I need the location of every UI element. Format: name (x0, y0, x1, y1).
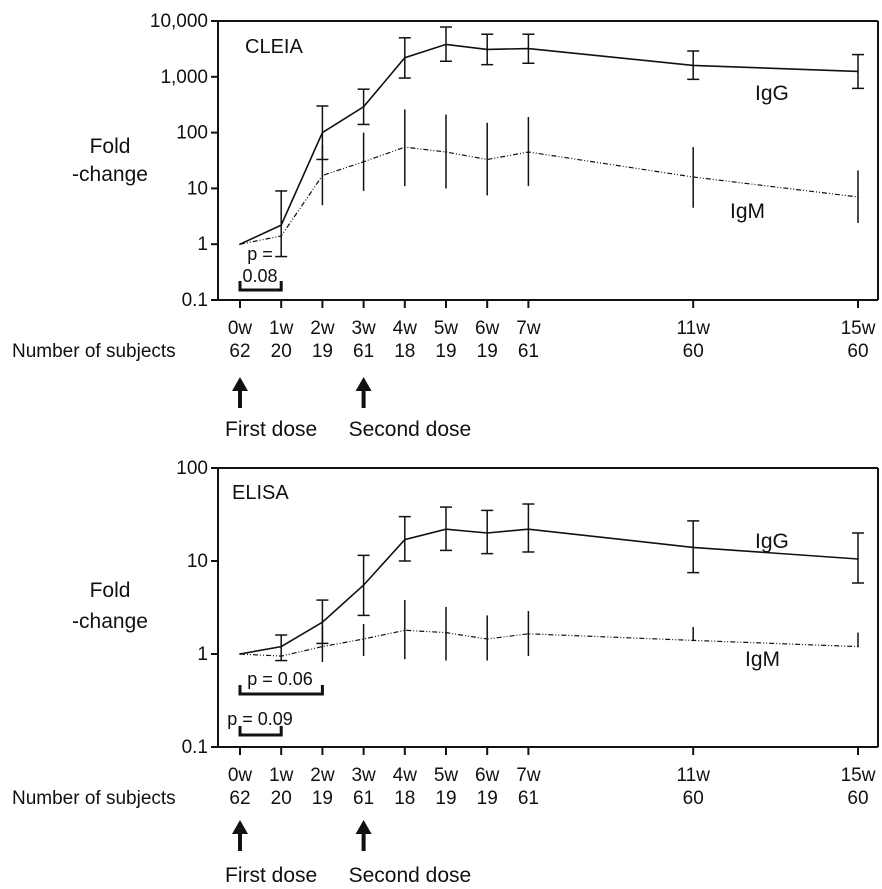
x-tick-label: 5w (434, 765, 459, 786)
data-point-igm (239, 653, 241, 655)
subjects-row-label: Number of subjects (12, 341, 176, 362)
y-tick-label: 100 (176, 458, 208, 479)
series-label-igg: IgG (755, 82, 789, 105)
subject-count: 60 (683, 341, 704, 362)
y-axis-label: -change (72, 610, 148, 633)
dose-label: First dose (225, 864, 317, 887)
x-tick-label: 15w (841, 765, 876, 786)
subject-count: 19 (477, 788, 498, 809)
chart-panel-cleia: 0.11101001,00010,0000w621w202w193w614w18… (12, 11, 879, 441)
x-tick-label: 1w (269, 318, 294, 339)
subject-count: 19 (435, 341, 456, 362)
x-tick-label: 3w (351, 318, 376, 339)
y-axis-label: Fold (90, 579, 131, 602)
p-value-bracket (238, 726, 283, 737)
subject-count: 61 (353, 341, 374, 362)
subject-count: 19 (435, 788, 456, 809)
subject-count: 62 (229, 341, 250, 362)
data-point-igm (280, 235, 283, 237)
y-tick-label: 10 (187, 551, 208, 572)
data-point-igm (239, 243, 241, 245)
p-value-bracket (238, 685, 324, 696)
x-tick-label: 0w (228, 318, 253, 339)
x-tick-label: 7w (516, 765, 541, 786)
x-tick-label: 11w (676, 765, 710, 786)
y-tick-label: 1 (197, 234, 208, 255)
dose-label: Second dose (349, 864, 472, 887)
subject-count: 61 (518, 788, 539, 809)
x-tick-label: 2w (310, 765, 335, 786)
x-tick-label: 6w (475, 318, 500, 339)
dose-arrow-head (232, 377, 248, 391)
x-tick-label: 15w (841, 318, 876, 339)
subject-count: 61 (353, 788, 374, 809)
p-value-label: 0.08 (242, 266, 277, 286)
p-value-label: p = (247, 244, 273, 264)
subject-count: 61 (518, 341, 539, 362)
y-tick-label: 10 (187, 178, 208, 199)
series-label-igg: IgG (755, 530, 789, 553)
x-tick-label: 0w (228, 765, 253, 786)
subject-count: 19 (312, 788, 333, 809)
x-tick-label: 6w (475, 765, 500, 786)
x-tick-label: 7w (516, 318, 541, 339)
p-value-label: p = 0.09 (227, 709, 293, 729)
subject-count: 18 (394, 788, 415, 809)
y-tick-label: 0.1 (182, 737, 208, 758)
x-tick-label: 5w (434, 318, 459, 339)
p-value-label: p = 0.06 (247, 669, 313, 689)
dose-arrow-head (355, 820, 372, 834)
subject-count: 60 (847, 341, 868, 362)
x-tick-label: 11w (676, 318, 710, 339)
y-axis-label: -change (72, 163, 148, 186)
y-tick-label: 10,000 (150, 11, 208, 32)
series-line-igg (239, 528, 859, 655)
subject-count: 60 (847, 788, 868, 809)
data-point-igm (280, 655, 283, 657)
y-tick-label: 1 (197, 644, 208, 665)
x-tick-label: 2w (310, 318, 335, 339)
chart-title: ELISA (232, 482, 289, 504)
p-value-bracket (238, 281, 283, 292)
subject-count: 18 (394, 341, 415, 362)
y-axis-label: Fold (90, 135, 131, 158)
dose-arrow-head (355, 377, 372, 391)
y-tick-label: 1,000 (160, 67, 208, 88)
subject-count: 62 (229, 788, 250, 809)
subject-count: 60 (683, 788, 704, 809)
y-tick-label: 100 (176, 123, 208, 144)
series-line-igg (239, 43, 859, 245)
chart-panel-elisa: 0.11101000w621w202w193w614w185w196w197w6… (12, 458, 879, 887)
dose-arrow-head (232, 820, 248, 834)
series-label-igm: IgM (730, 200, 765, 223)
chart-title: CLEIA (245, 36, 303, 58)
x-tick-label: 4w (393, 318, 418, 339)
y-tick-label: 0.1 (182, 290, 208, 311)
series-line-igm (239, 146, 859, 245)
series-line-igm (239, 629, 859, 657)
subject-count: 19 (477, 341, 498, 362)
subject-count: 19 (312, 341, 333, 362)
x-tick-label: 1w (269, 765, 294, 786)
subject-count: 20 (271, 788, 292, 809)
subjects-row-label: Number of subjects (12, 788, 176, 809)
x-tick-label: 4w (393, 765, 418, 786)
dose-label: Second dose (349, 418, 472, 441)
series-label-igm: IgM (745, 648, 780, 671)
x-tick-label: 3w (351, 765, 376, 786)
dose-label: First dose (225, 418, 317, 441)
subject-count: 20 (271, 341, 292, 362)
